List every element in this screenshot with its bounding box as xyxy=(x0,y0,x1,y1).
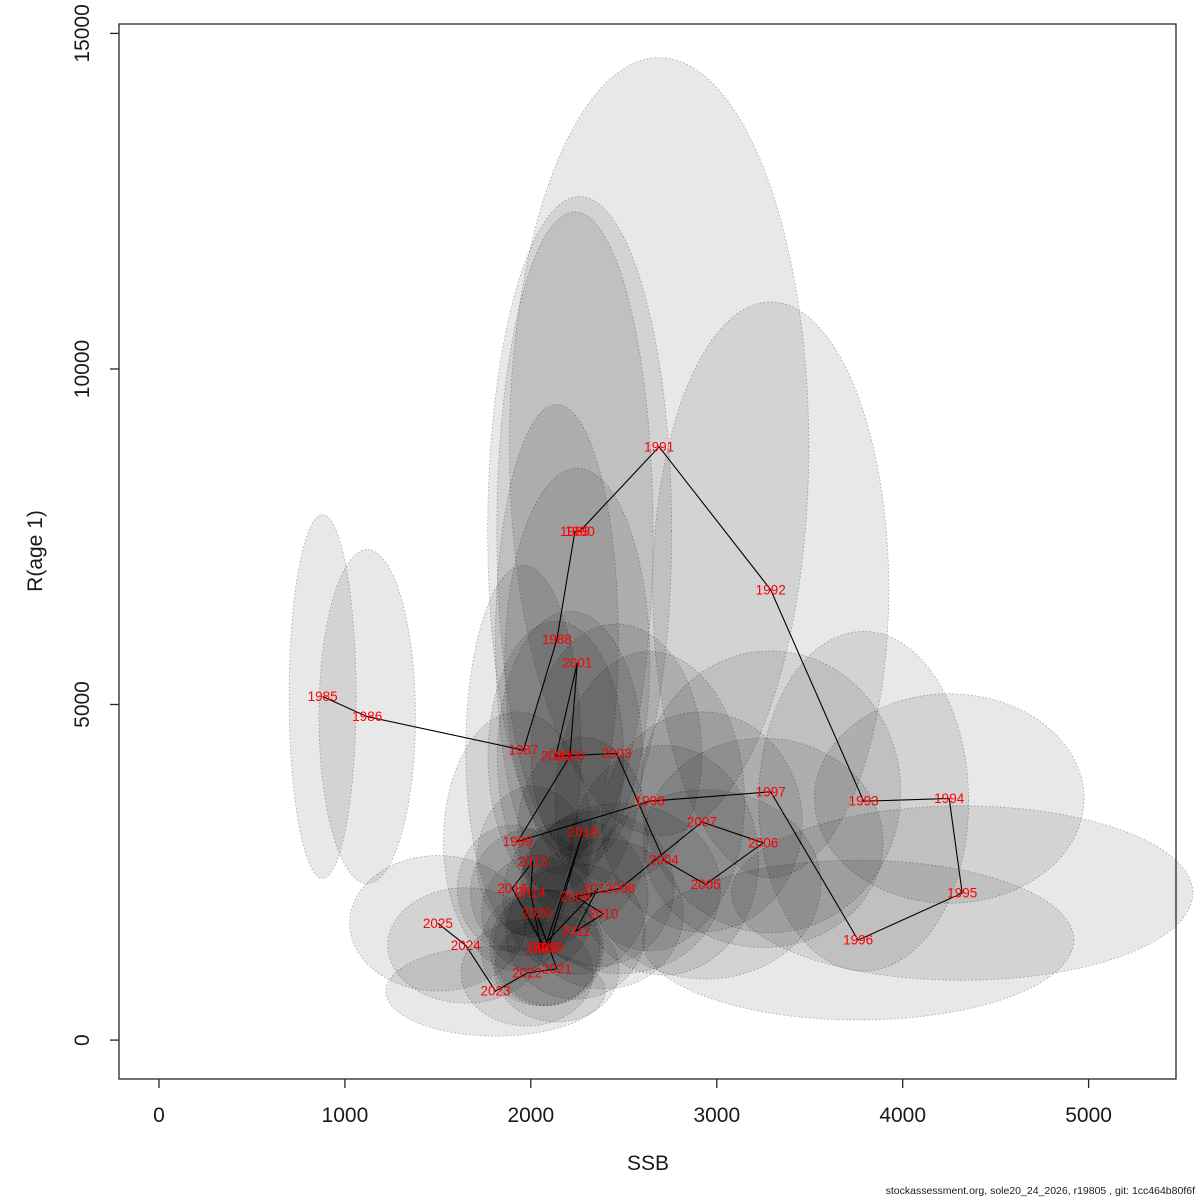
year-label-2021: 2021 xyxy=(542,961,572,976)
x-tick-label: 0 xyxy=(153,1104,165,1127)
year-label-1997: 1997 xyxy=(756,784,786,799)
year-label-2014: 2014 xyxy=(516,885,547,900)
year-label-2011: 2011 xyxy=(561,924,590,939)
y-tick-label: 0 xyxy=(71,1034,94,1046)
confidence-ellipse-2025 xyxy=(349,855,527,992)
year-label-1987: 1987 xyxy=(508,743,538,758)
x-tick-label: 1000 xyxy=(322,1104,369,1127)
year-label-2000: 2000 xyxy=(555,749,585,764)
year-label-2017: 2017 xyxy=(530,941,560,956)
year-label-2006: 2006 xyxy=(748,835,778,850)
year-label-2001: 2001 xyxy=(562,655,592,670)
year-label-2013: 2013 xyxy=(526,940,556,955)
x-axis-title: SSB xyxy=(627,1152,669,1175)
y-axis: 0 5000 10000 15000 xyxy=(71,4,119,1046)
year-label-2007: 2007 xyxy=(687,815,717,830)
year-label-1995: 1995 xyxy=(947,886,977,901)
y-tick-label: 10000 xyxy=(71,340,94,398)
year-label-1989: 1989 xyxy=(560,524,590,539)
year-label-2023: 2023 xyxy=(480,984,510,999)
confidence-ellipses xyxy=(288,57,1194,1037)
x-tick-label: 2000 xyxy=(507,1104,554,1127)
year-label-2012: 2012 xyxy=(583,881,613,896)
year-label-2015: 2015 xyxy=(518,854,548,869)
plot-box xyxy=(118,23,1177,1080)
year-label-2025: 2025 xyxy=(423,916,453,931)
year-label-1992: 1992 xyxy=(756,582,786,597)
year-label-1998: 1998 xyxy=(635,794,665,809)
year-label-2018: 2018 xyxy=(568,825,598,840)
year-label-2008: 2008 xyxy=(605,881,635,896)
year-label-2024: 2024 xyxy=(451,938,482,953)
year-label-2020: 2020 xyxy=(521,906,551,921)
year-label-1996: 1996 xyxy=(843,933,873,948)
y-tick-label: 5000 xyxy=(71,681,94,728)
year-label-1986: 1986 xyxy=(352,709,382,724)
y-axis-title: R(age 1) xyxy=(24,510,47,592)
year-label-1994: 1994 xyxy=(934,791,965,806)
year-label-2009: 2009 xyxy=(560,889,590,904)
year-label-2016: 2016 xyxy=(497,881,527,896)
y-tick-label: 15000 xyxy=(71,4,94,62)
x-tick-label: 5000 xyxy=(1065,1104,1112,1127)
x-tick-label: 4000 xyxy=(879,1104,926,1127)
year-label-1985: 1985 xyxy=(308,689,338,704)
x-axis: 0 1000 2000 3000 4000 5000 xyxy=(153,1079,1112,1127)
year-label-1999: 1999 xyxy=(503,834,533,849)
year-label-2010: 2010 xyxy=(588,906,618,921)
year-label-1990: 1990 xyxy=(565,524,595,539)
x-tick-label: 3000 xyxy=(693,1104,740,1127)
trajectory-line xyxy=(322,445,963,992)
year-label-2022: 2022 xyxy=(512,966,542,981)
year-label-2005: 2005 xyxy=(691,877,721,892)
year-label-1991: 1991 xyxy=(644,439,674,454)
year-label-2019: 2019 xyxy=(533,940,563,955)
year-label-2002: 2002 xyxy=(541,749,571,764)
year-label-1993: 1993 xyxy=(849,794,879,809)
year-label-2003: 2003 xyxy=(601,746,631,761)
footer-attribution: stockassessment.org, sole20_24_2026, r19… xyxy=(886,1185,1195,1197)
year-label-2004: 2004 xyxy=(649,853,680,868)
year-label-1988: 1988 xyxy=(542,632,572,647)
